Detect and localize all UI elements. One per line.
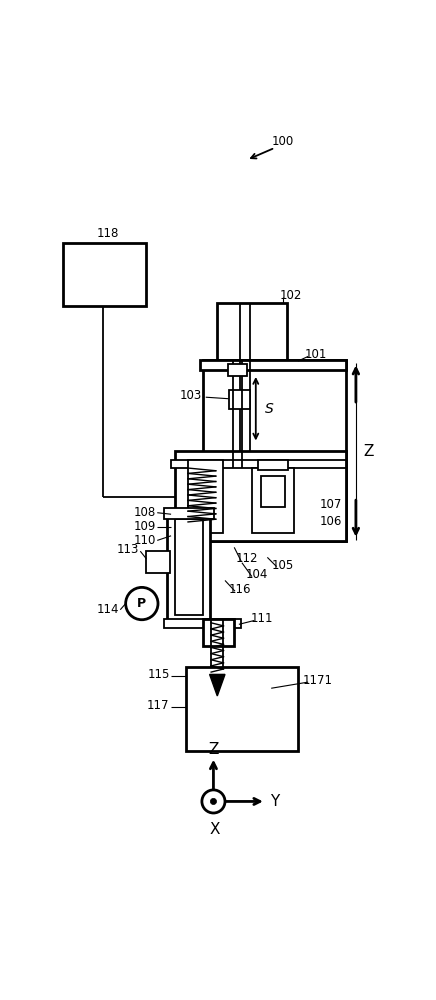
Text: Z: Z — [363, 444, 373, 459]
Text: 1171: 1171 — [303, 674, 332, 687]
Text: Z: Z — [208, 742, 218, 757]
Bar — [204, 360, 346, 541]
Bar — [164, 619, 241, 628]
Text: 114: 114 — [96, 603, 119, 616]
Text: 105: 105 — [272, 559, 294, 572]
Bar — [175, 451, 346, 541]
Bar — [217, 303, 286, 360]
Bar — [252, 468, 294, 533]
Text: 103: 103 — [179, 389, 201, 402]
Text: 106: 106 — [319, 515, 342, 528]
Bar — [261, 476, 285, 507]
Bar — [171, 460, 346, 468]
Text: 118: 118 — [97, 227, 119, 240]
Bar — [146, 551, 170, 573]
Text: 102: 102 — [279, 289, 302, 302]
Bar — [164, 508, 214, 519]
Bar — [258, 460, 288, 470]
Text: X: X — [210, 822, 220, 837]
Circle shape — [126, 587, 158, 620]
Bar — [200, 360, 346, 370]
Text: 115: 115 — [147, 668, 170, 681]
Text: 110: 110 — [133, 534, 156, 547]
Bar — [188, 460, 223, 533]
Bar — [204, 619, 234, 646]
Text: P: P — [137, 597, 146, 610]
Text: 104: 104 — [246, 568, 269, 581]
Text: 117: 117 — [147, 699, 170, 712]
Text: 109: 109 — [133, 520, 156, 533]
Bar — [63, 243, 146, 306]
Text: 100: 100 — [272, 135, 294, 148]
Text: Y: Y — [270, 794, 279, 809]
Polygon shape — [210, 674, 225, 696]
Bar — [187, 667, 298, 751]
Bar — [175, 519, 203, 615]
Text: 116: 116 — [229, 583, 252, 596]
Text: 111: 111 — [251, 612, 273, 625]
Text: 107: 107 — [319, 498, 342, 512]
Bar — [229, 389, 250, 409]
Bar — [167, 511, 210, 623]
Circle shape — [210, 798, 217, 805]
Text: 101: 101 — [305, 348, 327, 361]
Text: 113: 113 — [116, 543, 139, 556]
Text: 112: 112 — [235, 552, 258, 565]
Circle shape — [202, 790, 225, 813]
Bar — [228, 364, 246, 376]
Text: S: S — [265, 402, 274, 416]
Text: 108: 108 — [133, 506, 156, 519]
